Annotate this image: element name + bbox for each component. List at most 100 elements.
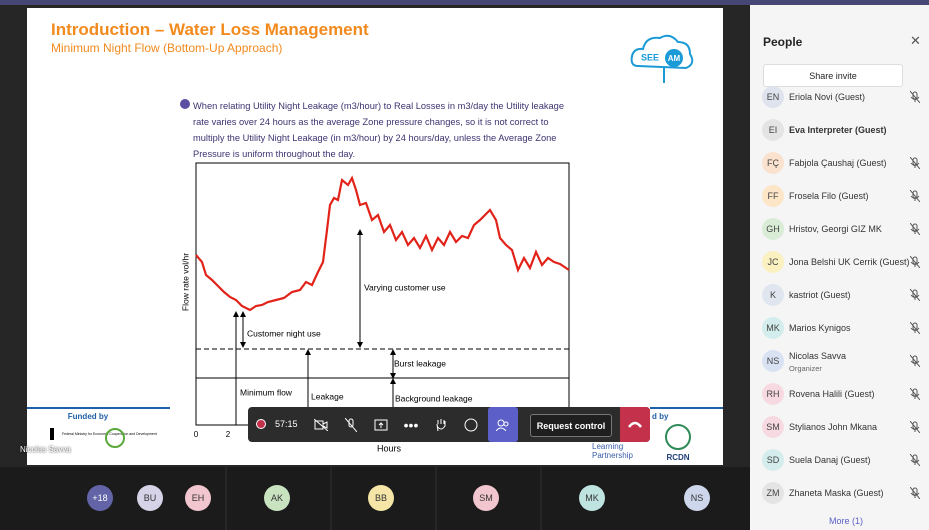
participant-name: Stylianos John Mkana [789, 422, 878, 432]
slide [27, 8, 723, 465]
mic-button[interactable] [336, 407, 366, 442]
x-tick-label: 0 [194, 430, 199, 439]
mic-muted-icon [909, 90, 921, 108]
diagram-label: Burst leakage [394, 358, 446, 368]
avatar: SM [762, 416, 784, 438]
diagram-label: Leakage [311, 391, 344, 401]
mic-muted-icon [909, 420, 921, 438]
participant-row[interactable]: SM Stylianos John Mkana [750, 411, 929, 444]
mic-muted-icon [909, 222, 921, 240]
more-button[interactable]: ••• [403, 416, 419, 433]
logo-text: SEE [641, 52, 659, 62]
participant-name: Eriola Novi (Guest) [789, 92, 866, 102]
participant-avatar[interactable]: MK [579, 485, 605, 511]
diagram-label: Background leakage [395, 393, 473, 403]
bullet-text: When relating Utility Night Leakage (m3/… [193, 101, 565, 159]
axis-label: Flow rate vol/hr [180, 253, 190, 311]
participant-role: Organizer [789, 364, 822, 373]
participant-name: Marios Kynigos [789, 323, 851, 333]
mic-muted-icon [909, 255, 921, 273]
avatar: MK [762, 317, 784, 339]
funded-label: d by [652, 412, 669, 421]
slide-title: Introduction – Water Loss Management [51, 20, 369, 39]
mic-muted-icon [909, 486, 921, 504]
diagram-label: Minimum flow [240, 387, 293, 397]
participant-name: Suela Danaj (Guest) [789, 455, 871, 465]
participant-name: Hristov, Georgi GIZ MK [789, 224, 882, 234]
participant-row[interactable]: EN Eriola Novi (Guest) [750, 81, 929, 114]
bullet-icon [180, 99, 190, 109]
slide-subtitle: Minimum Night Flow (Bottom-Up Approach) [51, 41, 283, 55]
avatar: EI [762, 119, 784, 141]
avatar: FÇ [762, 152, 784, 174]
diagram-label: Customer night use [247, 328, 321, 338]
mic-muted-icon [909, 288, 921, 306]
avatar: SD [762, 449, 784, 471]
more-link[interactable]: More (1) [829, 516, 864, 526]
participant-avatar[interactable]: AK [264, 485, 290, 511]
participant-row[interactable]: FF Frosela Filo (Guest) [750, 180, 929, 213]
avatar: JC [762, 251, 784, 273]
hang-up-button[interactable] [620, 407, 650, 442]
participant-row[interactable]: FÇ Fabjola Çaushaj (Guest) [750, 147, 929, 180]
participant-avatar[interactable]: NS [684, 485, 710, 511]
panel-title: People [763, 35, 803, 49]
people-button[interactable] [488, 407, 518, 442]
mic-muted-icon [909, 453, 921, 471]
participant-name: Nicolas Savva [789, 351, 847, 361]
participant-avatar[interactable]: SM [473, 485, 499, 511]
request-control-button[interactable]: Request control [530, 414, 612, 437]
participant-row[interactable]: NS Nicolas Savva Organizer [750, 345, 929, 378]
logo: SEE AM [630, 34, 694, 83]
avatar: EN [762, 86, 784, 108]
share-invite-button[interactable]: Share invite [763, 64, 903, 87]
tile-divider [330, 467, 332, 530]
participant-avatar[interactable]: +18 [87, 485, 113, 511]
participant-avatar[interactable]: BB [368, 485, 394, 511]
tile-divider [225, 467, 227, 530]
mic-muted-icon [909, 189, 921, 207]
chat-button[interactable] [456, 407, 486, 442]
participant-name: kastriot (Guest) [789, 290, 851, 300]
camera-button[interactable] [306, 407, 336, 442]
participant-row[interactable]: EI Eva Interpreter (Guest) [750, 114, 929, 147]
x-tick-label: 2 [226, 430, 231, 439]
funded-label: Funded by [68, 412, 109, 421]
participant-avatar[interactable]: EH [185, 485, 211, 511]
tile-divider [540, 467, 542, 530]
top-bar [0, 0, 929, 5]
raise-hand-button[interactable] [426, 407, 456, 442]
participant-row[interactable]: GH Hristov, Georgi GIZ MK [750, 213, 929, 246]
participant-row[interactable]: ZM Zhaneta Maska (Guest) [750, 477, 929, 510]
diagram-label: Varying customer use [364, 282, 446, 292]
avatar: GH [762, 218, 784, 240]
participant-name: Jona Belshi UK Cerrik (Guest) [789, 257, 910, 267]
participant-avatar[interactable]: BU [137, 485, 163, 511]
rcdn-text: RCDN [666, 453, 689, 462]
share-button[interactable] [366, 407, 396, 442]
avatar: RH [762, 383, 784, 405]
partner-text: Partnership [592, 451, 633, 460]
logo-text: AM [668, 54, 681, 63]
participant-row[interactable]: MK Marios Kynigos [750, 312, 929, 345]
recording-dot [256, 419, 266, 429]
partner-text: Learning [592, 442, 623, 451]
avatar: K [762, 284, 784, 306]
avatar: NS [762, 350, 784, 372]
timer: 57:15 [275, 419, 298, 429]
mic-muted-icon [909, 354, 921, 372]
mic-muted-icon [909, 321, 921, 339]
participant-name: Fabjola Çaushaj (Guest) [789, 158, 887, 168]
participant-row[interactable]: RH Rovena Halili (Guest) [750, 378, 929, 411]
tile-divider [435, 467, 437, 530]
close-button[interactable]: ✕ [910, 33, 921, 48]
meeting-toolbar: 57:15 ••• Request control [248, 407, 650, 442]
participant-name: Zhaneta Maska (Guest) [789, 488, 884, 498]
presenter-label: Nicolas Savva [20, 445, 71, 454]
participant-row[interactable]: SD Suela Danaj (Guest) [750, 444, 929, 477]
participant-row[interactable]: JC Jona Belshi UK Cerrik (Guest) [750, 246, 929, 279]
participant-name: Frosela Filo (Guest) [789, 191, 869, 201]
